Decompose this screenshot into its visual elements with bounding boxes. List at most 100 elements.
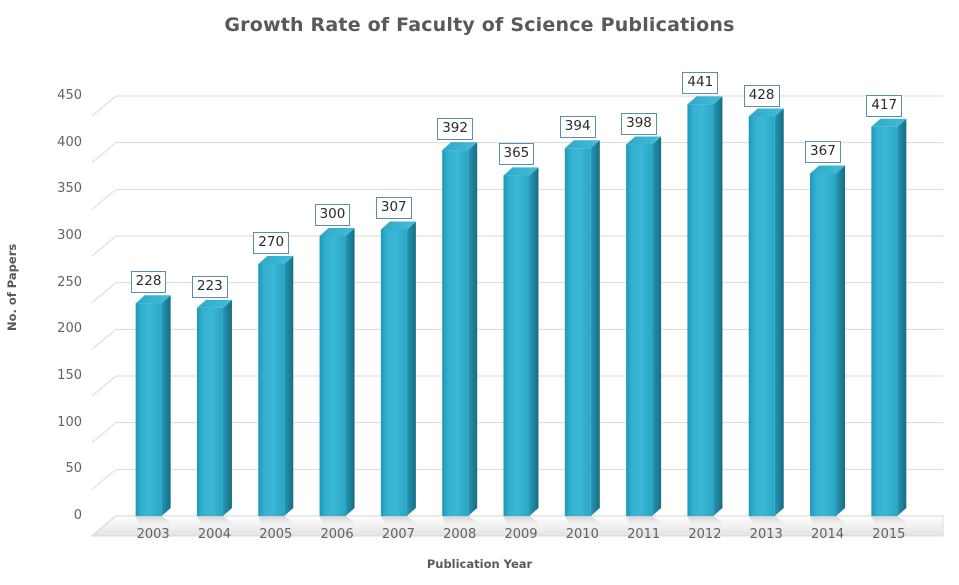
- bar-front-face: [258, 264, 285, 516]
- y-tick-label: 350: [57, 181, 82, 197]
- bar-side-face: [161, 295, 171, 516]
- bar-shadow: [135, 516, 175, 525]
- bar-2015: [871, 118, 911, 525]
- bar-shadow: [748, 516, 788, 525]
- bar-2003: [135, 295, 175, 525]
- floor-slab: [90, 515, 944, 537]
- bar-side-face: [406, 221, 416, 516]
- y-tick-label: 150: [57, 368, 82, 383]
- y-tick-label: 100: [57, 414, 82, 430]
- bar-side-face: [529, 167, 539, 517]
- chart-floor: [90, 515, 944, 537]
- y-tick-label: 250: [57, 274, 82, 290]
- bar-top-face: [380, 221, 416, 230]
- bar-top-face: [871, 118, 907, 127]
- x-tick-label: 2010: [565, 527, 599, 542]
- x-tick-label: 2004: [197, 527, 231, 542]
- bar-shadow: [564, 516, 604, 525]
- x-tick-label: 2009: [504, 527, 538, 542]
- bar-side-face: [284, 256, 294, 516]
- bar-front-face: [442, 150, 469, 516]
- bar-front-face: [135, 303, 162, 516]
- bar-top-face: [258, 256, 294, 264]
- bar-top-face: [626, 136, 662, 145]
- data-label: 417: [866, 94, 903, 117]
- x-tick-label: 2014: [810, 527, 845, 542]
- bar-top-face: [748, 108, 784, 117]
- data-label: 398: [621, 112, 657, 135]
- y-tick-label: 50: [65, 461, 82, 477]
- bar-shadow: [258, 516, 298, 525]
- bar-shadow: [442, 516, 482, 525]
- x-axis-title: Publication Year: [426, 557, 533, 571]
- bar-shadow: [319, 516, 359, 525]
- data-label: 228: [130, 271, 167, 294]
- bar-front-face: [687, 104, 714, 517]
- y-tick-label: 450: [57, 88, 82, 103]
- y-tick-label: 300: [57, 228, 82, 243]
- y-tick-label: 400: [57, 134, 82, 150]
- bar-side-face: [774, 108, 784, 517]
- bar-top-face: [135, 295, 171, 304]
- gridline-250: [91, 282, 943, 304]
- bar-2014: [810, 165, 850, 525]
- x-tick-label: 2012: [688, 527, 722, 542]
- bar-front-face: [196, 307, 223, 516]
- bar-front-face: [810, 173, 837, 516]
- bar-shadow: [687, 516, 727, 525]
- data-label: 428: [743, 84, 780, 107]
- bar-2008: [442, 142, 482, 525]
- bar-2009: [503, 167, 543, 525]
- gridline-350: [91, 188, 943, 210]
- data-label: 367: [805, 141, 841, 164]
- gridline-450: [91, 95, 943, 117]
- gridline-300: [91, 235, 943, 257]
- bar-side-face: [713, 96, 723, 517]
- bar-2005: [258, 256, 298, 525]
- bar-shadow: [626, 516, 666, 525]
- x-tick-label: 2007: [381, 527, 415, 542]
- bar-front-face: [564, 148, 591, 516]
- gridline-400: [91, 142, 943, 164]
- bar-side-face: [222, 299, 232, 516]
- x-tick-label: 2011: [627, 527, 661, 542]
- bar-side-face: [590, 140, 600, 516]
- bar-top-face: [442, 142, 478, 151]
- bar-top-face: [196, 299, 232, 308]
- bar-2012: [687, 96, 727, 525]
- gridlines: [91, 95, 943, 537]
- gridline-150: [91, 375, 943, 397]
- x-tick-label: 2006: [320, 527, 354, 542]
- bar-2007: [380, 221, 420, 525]
- bar-shadow: [871, 516, 911, 525]
- x-tick-label: 2015: [872, 527, 906, 542]
- bar-2010: [564, 140, 604, 525]
- chart-title: Growth Rate of Faculty of Science Public…: [224, 14, 735, 36]
- bar-2004: [196, 299, 236, 525]
- bar-front-face: [871, 126, 898, 517]
- x-tick-label: 2005: [259, 527, 293, 542]
- bar-shadow: [196, 516, 236, 525]
- bar-top-face: [564, 140, 600, 149]
- bar-side-face: [836, 165, 846, 516]
- data-label: 300: [314, 204, 351, 226]
- data-label: 270: [253, 232, 290, 254]
- bar-top-face: [810, 165, 846, 174]
- bar-side-face: [345, 228, 355, 516]
- x-tick-label: 2008: [443, 527, 477, 542]
- bar-front-face: [319, 236, 346, 516]
- data-label: 365: [498, 143, 535, 166]
- bar-top-face: [687, 96, 723, 105]
- bar-front-face: [380, 229, 407, 516]
- x-tick-label: 2003: [136, 527, 170, 542]
- data-label: 394: [559, 116, 596, 139]
- data-label: 223: [191, 275, 228, 298]
- data-label: 307: [375, 197, 412, 220]
- bar-shadow: [503, 516, 543, 525]
- bar-shadow: [380, 516, 420, 525]
- bar-front-face: [748, 116, 775, 517]
- gridline-200: [91, 328, 943, 350]
- bar-2013: [748, 108, 788, 525]
- bar-2006: [319, 228, 359, 525]
- bar-series: [135, 96, 911, 525]
